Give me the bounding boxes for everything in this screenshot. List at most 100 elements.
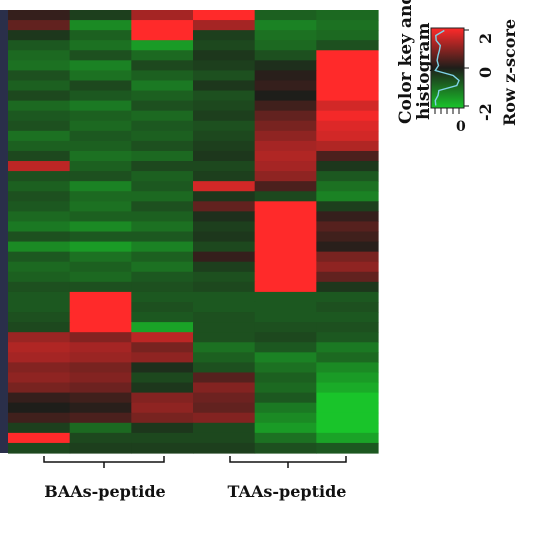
heatmap-cell: [193, 332, 256, 343]
heatmap-cell: [316, 20, 379, 31]
heatmap-cell: [316, 241, 379, 253]
heatmap-cell: [254, 70, 317, 82]
heatmap-cell: [193, 432, 256, 444]
heatmap-cell: [254, 442, 317, 454]
heatmap-cell: [254, 271, 317, 283]
heatmap-cell: [316, 342, 379, 353]
color-key-tick-mid: 0: [476, 66, 495, 78]
heatmap-cell: [69, 50, 132, 61]
heatmap-cell: [131, 301, 194, 313]
heatmap-cell: [316, 110, 379, 122]
heatmap-cell: [254, 80, 317, 92]
heatmap-cell: [131, 130, 194, 142]
heatmap-cell: [131, 120, 194, 132]
heatmap-cell: [69, 100, 132, 112]
heatmap-cell: [8, 281, 71, 293]
heatmap-cell: [316, 211, 379, 223]
heatmap-cell: [69, 412, 132, 424]
color-key-histogram-count-tick: 0: [456, 119, 466, 135]
heatmap-cell: [193, 342, 256, 353]
heatmap-cell: [254, 402, 317, 414]
heatmap-cell: [131, 30, 194, 41]
heatmap-cell: [8, 261, 71, 273]
heatmap-cell: [316, 140, 379, 152]
color-key-axis-label: Row z-score: [500, 18, 519, 126]
heatmap-cell: [316, 181, 379, 192]
heatmap-cell: [316, 30, 379, 41]
heatmap-cell: [69, 120, 132, 132]
heatmap-cell: [193, 251, 256, 263]
heatmap-cell: [69, 161, 132, 172]
heatmap-left-edge: [0, 10, 8, 453]
heatmap-cell: [193, 261, 256, 273]
heatmap-cell: [8, 301, 71, 313]
heatmap-cell: [131, 241, 194, 253]
heatmap-cell: [193, 100, 256, 112]
heatmap-cell: [8, 342, 71, 353]
heatmap-cell: [131, 332, 194, 343]
heatmap-cell: [316, 80, 379, 92]
heatmap-cell: [193, 90, 256, 102]
heatmap-cell: [69, 402, 132, 414]
heatmap-cell: [8, 181, 71, 192]
heatmap-cell: [131, 442, 194, 454]
heatmap-cell: [193, 352, 256, 363]
heatmap-cell: [69, 171, 132, 182]
heatmap-cell: [69, 392, 132, 404]
heatmap-cell: [254, 422, 317, 434]
heatmap-cell: [193, 291, 256, 303]
heatmap-cell: [131, 140, 194, 152]
heatmap-cell: [316, 10, 379, 21]
heatmap-cell: [254, 412, 317, 424]
color-key-tick-high: 2: [476, 32, 495, 44]
heatmap-cell: [69, 442, 132, 454]
heatmap-cell: [193, 392, 256, 404]
heatmap-cell: [193, 70, 256, 82]
heatmap-cell: [69, 90, 132, 102]
heatmap-cell: [254, 181, 317, 192]
heatmap-cell: [8, 120, 71, 132]
heatmap-cell: [8, 161, 71, 172]
heatmap-cell: [193, 382, 256, 394]
heatmap-cell: [131, 150, 194, 162]
heatmap-cell: [69, 10, 132, 21]
heatmap-cell: [8, 412, 71, 424]
heatmap-cell: [131, 171, 194, 182]
heatmap-cell: [131, 110, 194, 122]
heatmap-cell: [316, 362, 379, 374]
heatmap-cell: [8, 402, 71, 414]
heatmap-cell: [254, 241, 317, 253]
heatmap-cell: [69, 181, 132, 192]
heatmap-cell: [254, 291, 317, 303]
heatmap-cell: [193, 312, 256, 323]
heatmap-cell: [316, 382, 379, 394]
heatmap-cell: [131, 352, 194, 363]
heatmap-cell: [8, 291, 71, 303]
heatmap-cell: [254, 130, 317, 142]
heatmap-cell: [254, 342, 317, 353]
heatmap-cell: [254, 362, 317, 374]
heatmap-cell: [8, 110, 71, 122]
heatmap-cell: [69, 241, 132, 253]
color-key-title-line1: Color key and: [396, 0, 416, 124]
heatmap-cell: [8, 332, 71, 343]
heatmap-cell: [254, 140, 317, 152]
heatmap-cell: [193, 322, 256, 333]
heatmap-cell: [316, 161, 379, 172]
heatmap-cell: [193, 150, 256, 162]
heatmap-cell: [8, 130, 71, 142]
heatmap-cell: [131, 100, 194, 112]
heatmap-cell: [254, 312, 317, 323]
heatmap-cell: [69, 312, 132, 323]
heatmap-cell: [131, 342, 194, 353]
heatmap-cell: [193, 362, 256, 374]
heatmap-cell: [193, 60, 256, 72]
heatmap-cell: [254, 40, 317, 51]
heatmap-cell: [254, 10, 317, 21]
heatmap-cell: [254, 20, 317, 31]
heatmap-cell: [69, 322, 132, 333]
heatmap-cell: [316, 261, 379, 273]
heatmap-cell: [8, 150, 71, 162]
heatmap-cell: [8, 191, 71, 202]
heatmap-cell: [193, 130, 256, 142]
